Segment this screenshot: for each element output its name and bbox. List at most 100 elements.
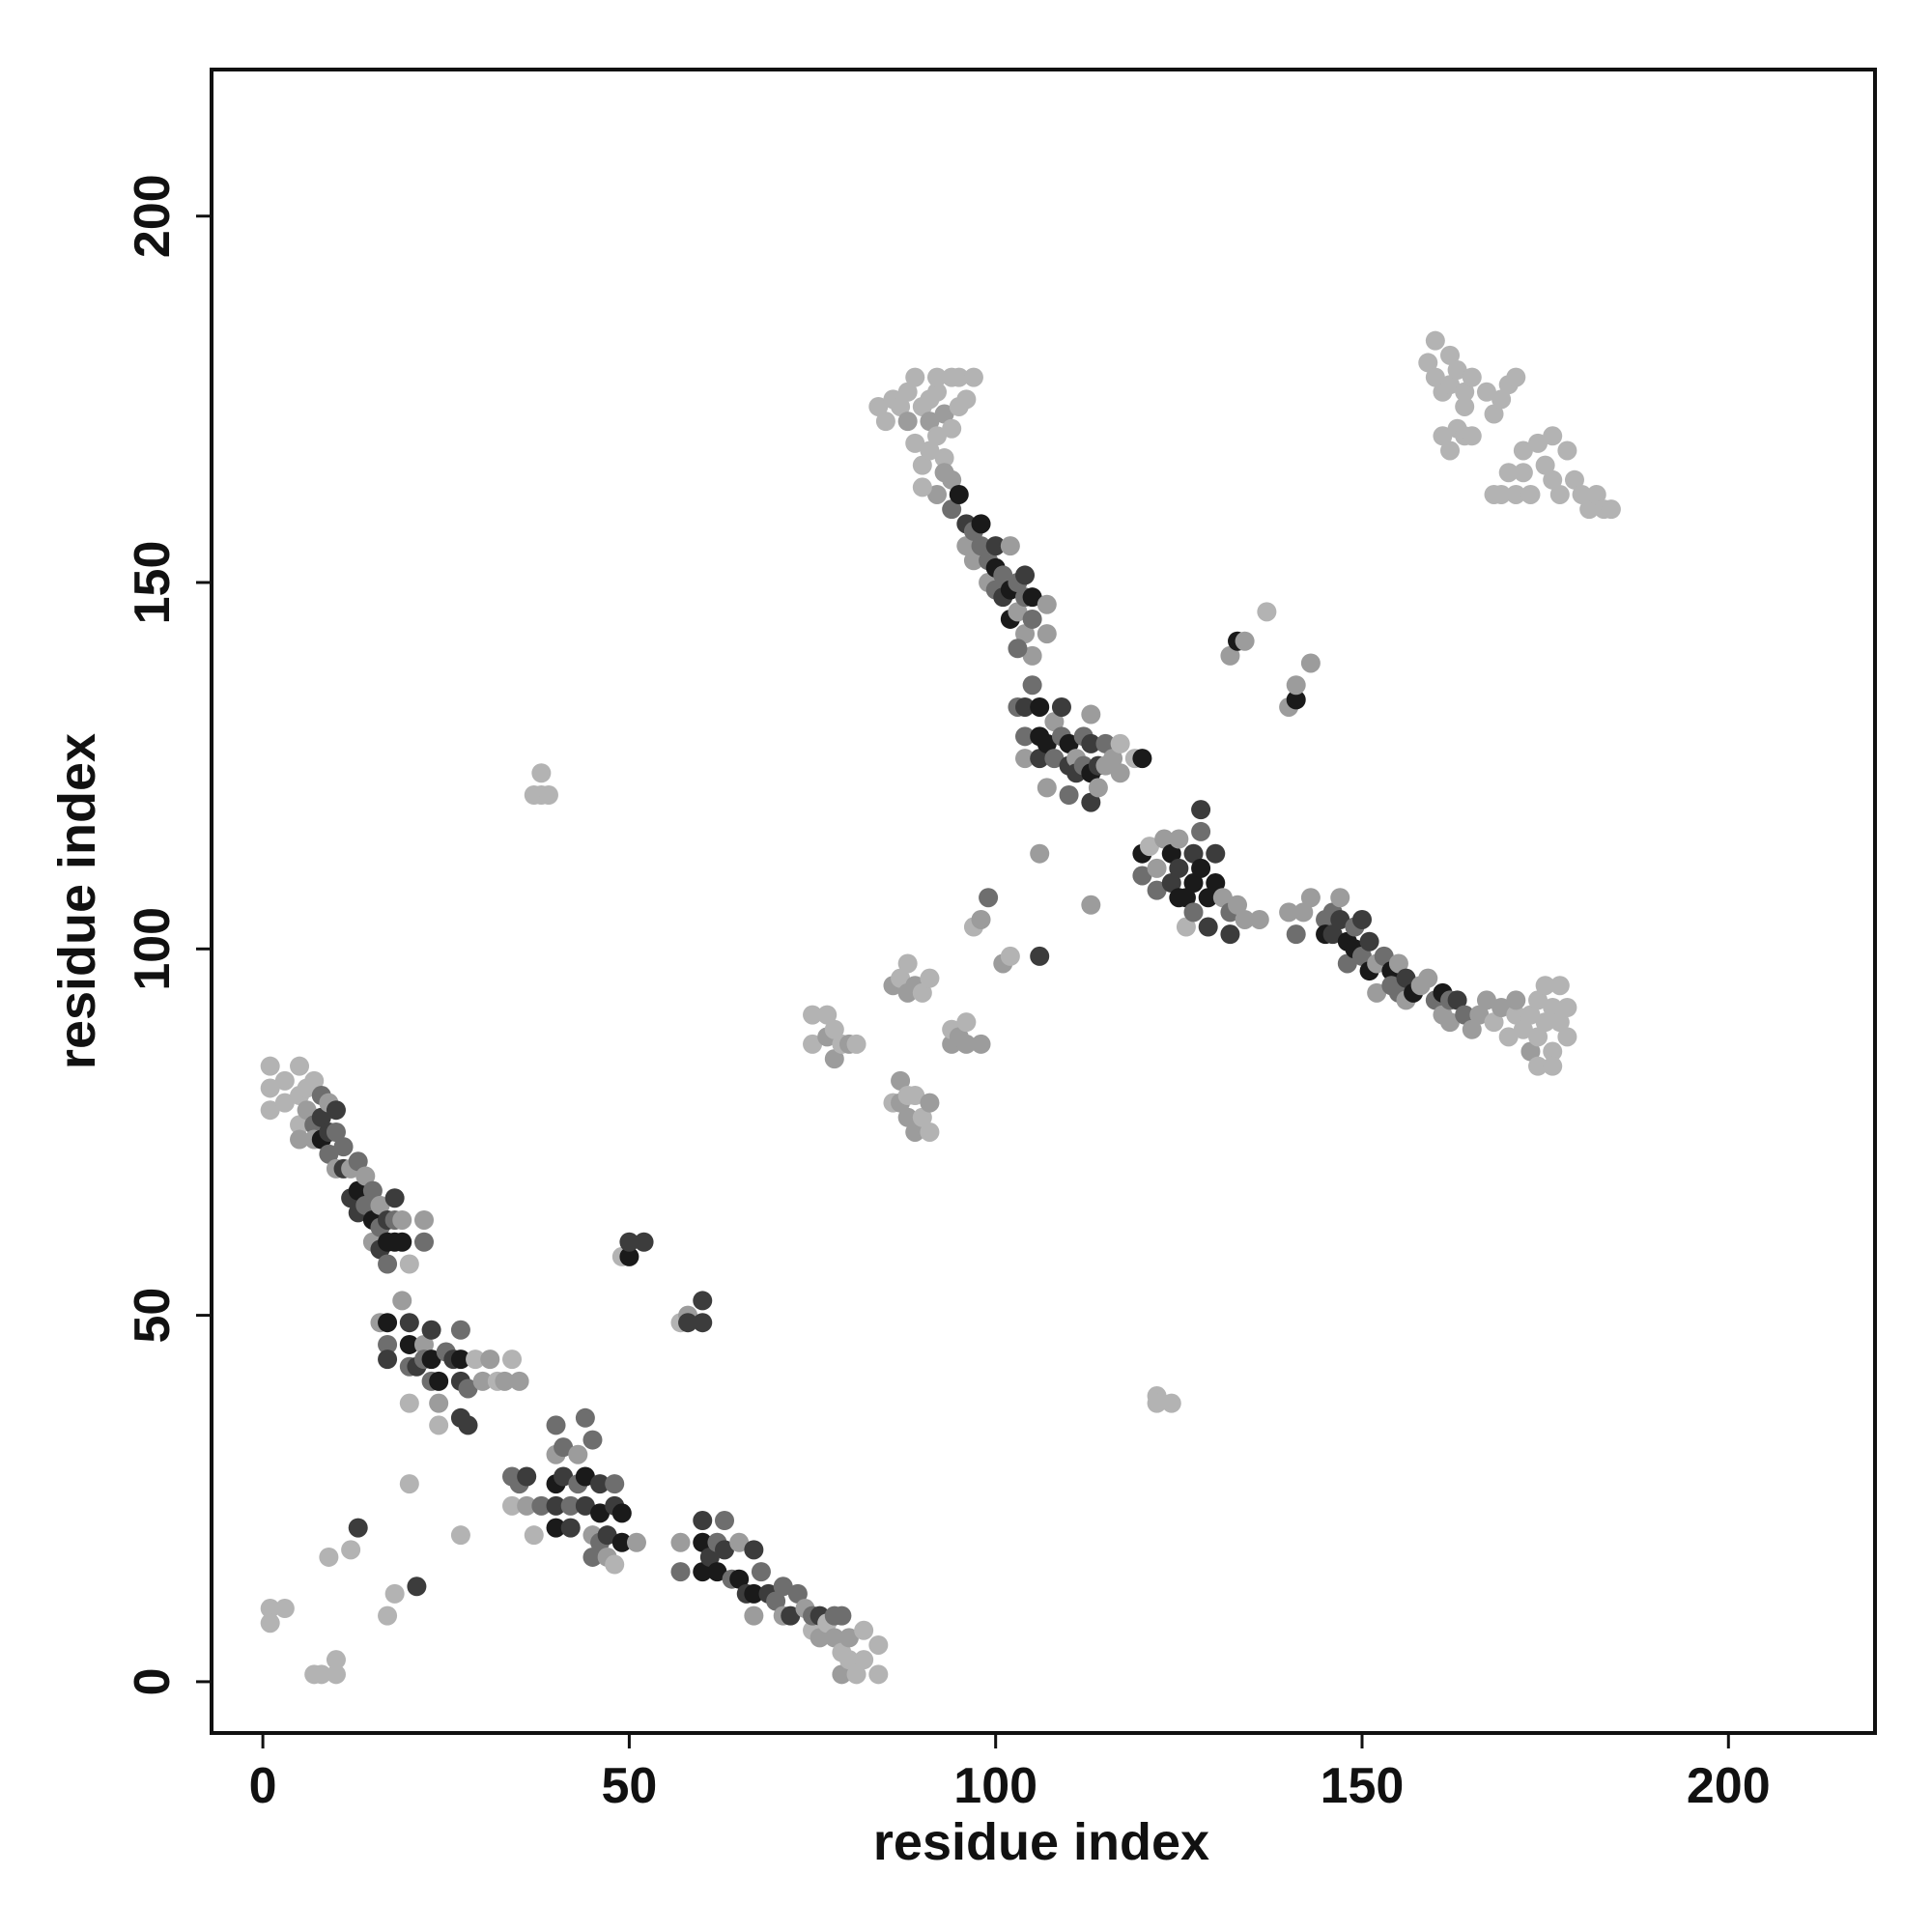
contact-point bbox=[1462, 367, 1482, 387]
contact-point bbox=[421, 1350, 441, 1370]
contact-point bbox=[378, 1313, 398, 1333]
contact-point bbox=[1022, 587, 1042, 608]
contact-point bbox=[1030, 946, 1050, 966]
contact-point bbox=[450, 1525, 470, 1546]
contact-point bbox=[1601, 499, 1621, 520]
contact-point bbox=[897, 1107, 918, 1127]
contact-point bbox=[560, 1495, 581, 1516]
contact-point bbox=[260, 1056, 280, 1076]
contact-point bbox=[787, 1583, 808, 1604]
contact-point bbox=[560, 1518, 581, 1538]
contact-point bbox=[399, 1474, 419, 1494]
contact-point bbox=[333, 1137, 354, 1157]
contact-point bbox=[875, 412, 895, 432]
contact-point bbox=[450, 1320, 470, 1340]
contact-point bbox=[1425, 330, 1445, 351]
contact-point bbox=[803, 1034, 823, 1054]
contact-point bbox=[1044, 749, 1065, 769]
contact-point bbox=[582, 1547, 603, 1567]
contact-point bbox=[399, 1393, 419, 1413]
contact-point bbox=[517, 1495, 537, 1516]
contact-point bbox=[1008, 602, 1028, 622]
contact-point bbox=[619, 1232, 639, 1252]
contact-point bbox=[1586, 484, 1606, 504]
contact-point bbox=[1008, 639, 1028, 659]
contact-point bbox=[1513, 440, 1533, 461]
contact-point bbox=[290, 1056, 310, 1076]
contact-point bbox=[1440, 1012, 1461, 1033]
contact-point bbox=[846, 1664, 867, 1685]
contact-point bbox=[905, 433, 925, 453]
contact-point bbox=[1300, 888, 1321, 908]
contact-point bbox=[1506, 484, 1526, 504]
contact-point bbox=[1249, 909, 1269, 929]
contact-point bbox=[1447, 360, 1467, 381]
contact-point bbox=[942, 499, 962, 520]
contact-point bbox=[832, 1664, 852, 1685]
contact-point bbox=[985, 536, 1006, 556]
x-tick-label: 100 bbox=[953, 1758, 1037, 1814]
contact-point bbox=[1176, 888, 1196, 908]
contact-point bbox=[963, 551, 983, 571]
contact-point bbox=[582, 1430, 603, 1450]
contact-point bbox=[1198, 917, 1218, 937]
contact-point bbox=[355, 1195, 376, 1215]
contact-point bbox=[1198, 888, 1218, 908]
contact-point bbox=[384, 1188, 405, 1208]
contact-point bbox=[1455, 396, 1475, 416]
contact-point bbox=[378, 1334, 398, 1354]
contact-point bbox=[751, 1562, 771, 1582]
contact-point bbox=[1037, 778, 1057, 798]
contact-point bbox=[963, 367, 983, 387]
contact-point bbox=[260, 1613, 280, 1634]
contact-point bbox=[1161, 843, 1181, 864]
contact-point bbox=[472, 1371, 493, 1391]
contact-point bbox=[1095, 733, 1116, 753]
contact-point bbox=[956, 389, 977, 410]
contact-point bbox=[1103, 749, 1123, 769]
contact-point bbox=[611, 1532, 632, 1552]
contact-point bbox=[927, 382, 948, 402]
contact-point bbox=[1081, 792, 1101, 812]
contact-point bbox=[326, 1650, 346, 1670]
contact-point bbox=[693, 1313, 713, 1333]
contact-point bbox=[670, 1532, 691, 1552]
contact-point bbox=[1015, 696, 1036, 717]
contact-point bbox=[897, 953, 918, 974]
contact-point bbox=[1228, 895, 1248, 915]
contact-point bbox=[838, 1628, 859, 1648]
contact-point bbox=[384, 1583, 405, 1604]
x-axis-title: residue index bbox=[873, 1813, 1209, 1871]
contact-point bbox=[1044, 712, 1065, 732]
contact-point bbox=[846, 1034, 867, 1054]
contact-point bbox=[891, 1070, 911, 1091]
contact-point bbox=[824, 1049, 844, 1069]
contact-point bbox=[956, 1034, 977, 1054]
contact-point bbox=[1088, 778, 1108, 798]
y-axis-title: residue index bbox=[48, 733, 106, 1069]
contact-point bbox=[538, 785, 558, 806]
contact-point bbox=[531, 763, 552, 783]
x-axis: 0 50 100 150 200 bbox=[249, 1731, 1771, 1814]
contact-point bbox=[920, 412, 940, 432]
contact-point bbox=[1492, 997, 1512, 1017]
contact-point bbox=[326, 1664, 346, 1685]
contact-point bbox=[1300, 653, 1321, 673]
contact-point bbox=[531, 1495, 552, 1516]
contact-point bbox=[854, 1620, 874, 1640]
contact-point bbox=[1418, 353, 1438, 373]
contact-point bbox=[1535, 1012, 1555, 1033]
contact-point bbox=[810, 1628, 830, 1648]
contact-point bbox=[1081, 733, 1101, 753]
contact-point bbox=[1191, 800, 1211, 820]
contact-point bbox=[1440, 345, 1461, 365]
contact-point bbox=[1022, 609, 1042, 629]
contact-point bbox=[920, 440, 940, 461]
contact-point bbox=[1081, 895, 1101, 915]
contact-point bbox=[524, 1525, 544, 1546]
contact-point bbox=[274, 1070, 295, 1091]
contact-point bbox=[1484, 1012, 1504, 1033]
contact-point bbox=[311, 1664, 331, 1685]
contact-point bbox=[942, 469, 962, 490]
